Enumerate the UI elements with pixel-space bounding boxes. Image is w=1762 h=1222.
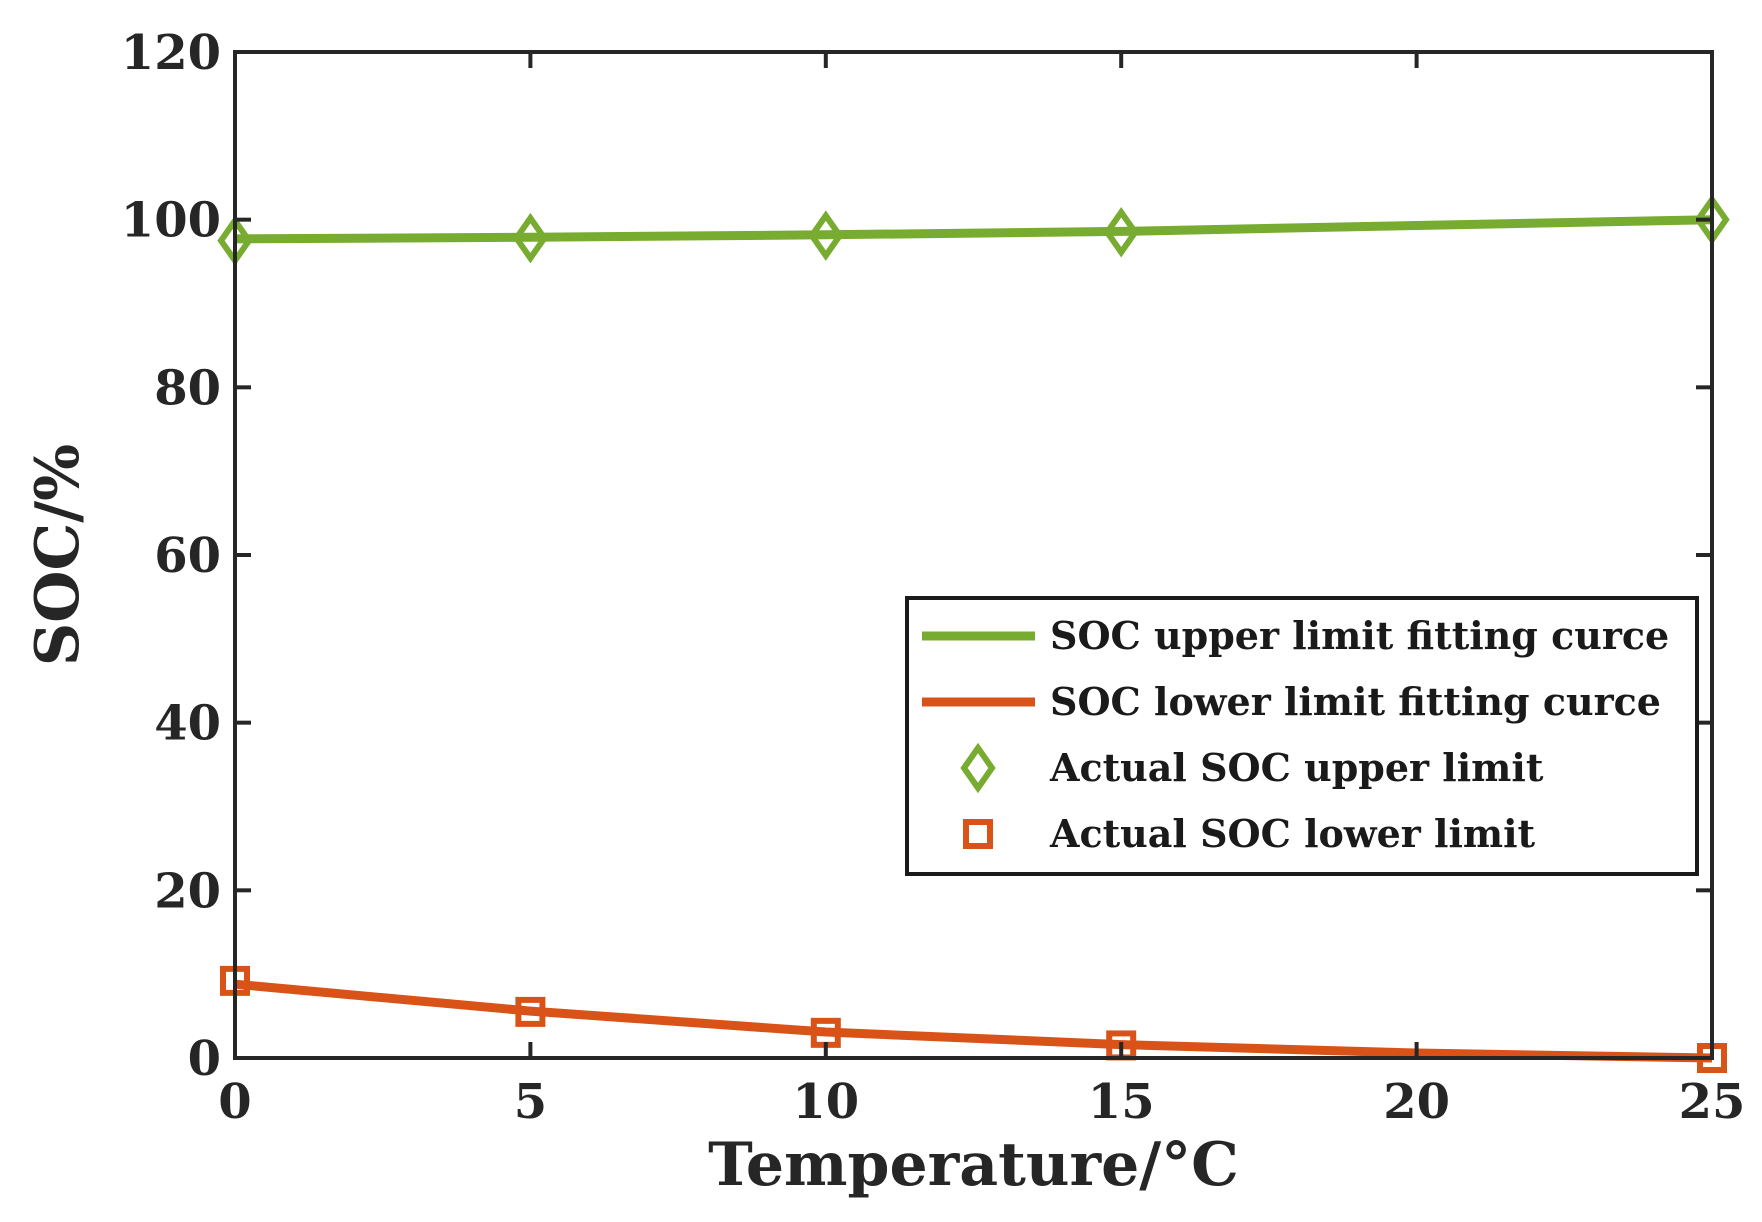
y-tick-label: 80 bbox=[154, 360, 221, 416]
legend: SOC upper limit fitting curce SOC lower l… bbox=[905, 596, 1699, 876]
lower-limit-marker bbox=[515, 996, 546, 1027]
y-axis-title: SOC/% bbox=[23, 444, 93, 666]
axes: 0 5 10 15 20 25 0 20 40 60 80 100 120 Temperature/°C S… bbox=[23, 25, 1745, 1200]
x-tick-label: 25 bbox=[1679, 1074, 1746, 1130]
legend-label: Actual SOC upper limit bbox=[1049, 745, 1544, 790]
plot-frame bbox=[233, 50, 1714, 1060]
upper-limit-marker bbox=[512, 212, 549, 264]
x-tick-label: 10 bbox=[792, 1074, 859, 1130]
y-tick-label: 120 bbox=[121, 25, 221, 81]
x-tick-label: 0 bbox=[218, 1074, 251, 1130]
y-tick-label: 40 bbox=[154, 696, 221, 752]
x-tick-label: 20 bbox=[1383, 1074, 1450, 1130]
x-axis-title: Temperature/°C bbox=[708, 1130, 1239, 1200]
legend-box bbox=[905, 596, 1699, 876]
x-tick-label: 5 bbox=[514, 1074, 547, 1130]
y-tick-label: 60 bbox=[154, 528, 221, 584]
legend-square-swatch bbox=[963, 819, 993, 849]
x-tick-label: 15 bbox=[1088, 1074, 1155, 1130]
upper-limit-marker bbox=[1103, 207, 1139, 258]
series-line-0 bbox=[234, 215, 1713, 244]
legend-label: Actual SOC lower limit bbox=[1049, 811, 1536, 856]
y-tick-label: 20 bbox=[154, 863, 221, 919]
legend-label: SOC upper limit fitting curce bbox=[1050, 613, 1669, 658]
legend-label: SOC lower limit fitting curce bbox=[1050, 679, 1661, 724]
upper-limit-marker bbox=[808, 210, 844, 261]
y-tick-label: 0 bbox=[188, 1031, 221, 1087]
y-tick-label: 100 bbox=[121, 193, 221, 249]
legend-diamond-swatch bbox=[960, 742, 996, 794]
series-line-1 bbox=[234, 979, 1713, 1063]
